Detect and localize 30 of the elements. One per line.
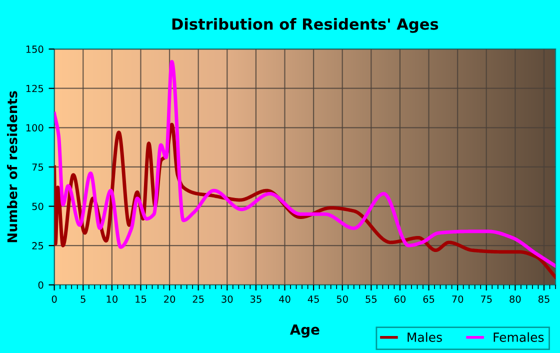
x-tick-label: 15 — [136, 296, 146, 303]
x-tick-label: 45 — [308, 296, 319, 303]
x-tick-label: 65 — [423, 295, 434, 303]
x-tick-label: 50 — [336, 295, 348, 303]
x-tick-label: 5 — [80, 296, 86, 303]
y-tick-label: 0 — [38, 281, 44, 289]
x-tick-label: 75 — [481, 296, 492, 303]
y-tick-label: 75 — [32, 164, 44, 171]
y-tick-label: 25 — [32, 242, 44, 250]
chart-title: Distribution of Residents' Ages — [172, 18, 438, 33]
y-tick-label: 150 — [26, 46, 44, 53]
y-tick-label: 50 — [32, 202, 44, 210]
x-tick-label: 85 — [538, 295, 550, 303]
legend-label: Males — [408, 332, 442, 342]
x-tick-label: 70 — [452, 295, 464, 303]
x-tick-label: 25 — [192, 295, 204, 303]
x-tick-label: 0 — [52, 295, 57, 303]
x-tick-label: 10 — [106, 295, 118, 303]
y-axis-title: Number of residents — [7, 91, 18, 242]
x-tick-label: 55 — [366, 296, 377, 303]
x-tick-label: 80 — [510, 295, 521, 303]
x-tick-label: 35 — [250, 295, 262, 303]
x-tick-label: 40 — [279, 295, 290, 303]
y-tick-label: 100 — [26, 124, 44, 132]
x-axis-title: Age — [290, 324, 320, 338]
legend-label: Females — [494, 332, 544, 342]
x-tick-label: 60 — [394, 295, 406, 303]
y-tick-label: 125 — [26, 84, 44, 92]
x-tick-label: 20 — [164, 295, 176, 303]
x-tick-label: 30 — [222, 295, 233, 303]
